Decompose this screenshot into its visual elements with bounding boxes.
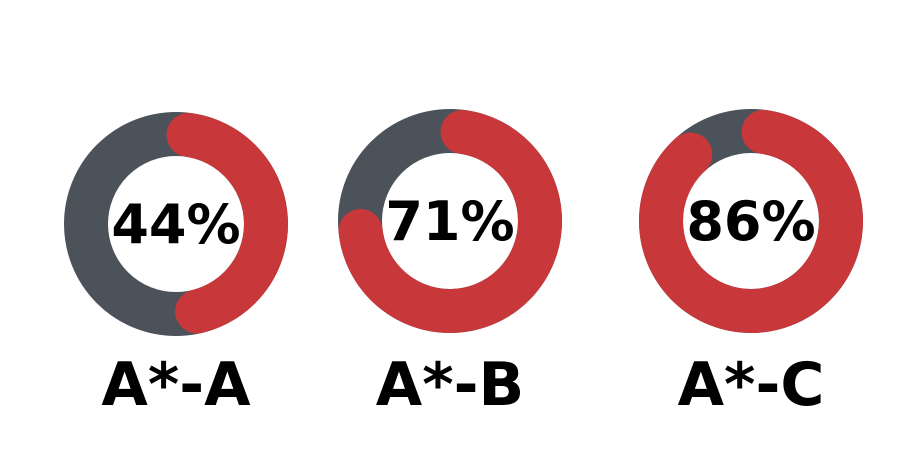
donut-category-label: A*-C [678, 350, 825, 420]
donut-percentage-label: 44% [111, 193, 240, 256]
donut-percentage-label: 71% [385, 190, 514, 253]
donut-value-arc [639, 109, 863, 333]
donut-value-arc [338, 109, 562, 333]
donut-chart-1: 44% A*-A [64, 112, 288, 420]
donut-category-label: A*-A [101, 350, 251, 420]
donut-percentage-label: 86% [686, 190, 815, 253]
donut-chart-2: 71% A*-B [338, 109, 562, 420]
donut-category-label: A*-B [376, 350, 524, 420]
donut-chart-3: 86% A*-C [639, 109, 863, 420]
donut-value-arc [166, 112, 288, 334]
